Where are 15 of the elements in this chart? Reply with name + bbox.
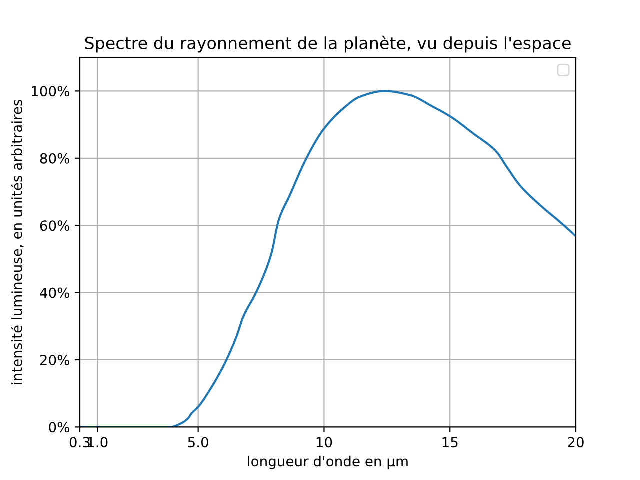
y-tick-label: 60%	[40, 220, 70, 232]
x-tick-label: 20	[568, 437, 584, 448]
y-tick-label: 100%	[32, 86, 70, 97]
y-tick-label: 40%	[40, 288, 70, 298]
x-axis-title: longueur d'onde en µm	[248, 456, 408, 470]
y-tick-label: 20%	[40, 354, 70, 366]
x-tick-label: 10	[316, 437, 332, 448]
x-tick-label: 1.0	[88, 437, 108, 448]
y-tick-label: 0%	[49, 422, 70, 433]
x-tick-label: 15	[442, 437, 458, 448]
y-axis-title: intensité lumineuse, en unités arbitraires	[11, 100, 24, 384]
y-tick-label: 80%	[40, 153, 70, 164]
x-tick-label: 0.3	[70, 437, 90, 448]
chart-title: Spectre du rayonnement de la planète, vu depuis l'espace	[85, 36, 571, 53]
x-tick-label: 5.0	[188, 437, 208, 448]
